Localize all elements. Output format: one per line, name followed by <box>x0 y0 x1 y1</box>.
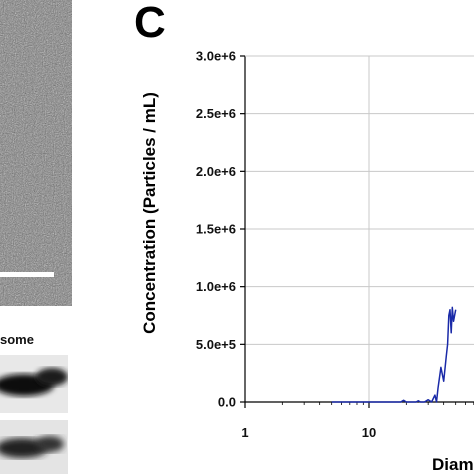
western-blot-band-2 <box>0 420 68 474</box>
axes <box>240 55 474 408</box>
y-tick-label: 5.0e+5 <box>196 337 236 352</box>
y-tick-label: 2.0e+6 <box>196 164 236 179</box>
grid <box>245 55 474 403</box>
blot-label: some <box>0 332 34 347</box>
concentration-series-line <box>331 306 457 403</box>
western-blot-band-1 <box>0 355 68 413</box>
y-tick-label: 3.0e+6 <box>196 49 236 64</box>
x-axis-label: Diam <box>432 455 474 474</box>
micrograph-image <box>0 0 72 306</box>
scale-bar <box>0 272 54 277</box>
y-tick-labels: 0.0 5.0e+5 1.0e+6 1.5e+6 2.0e+6 2.5e+6 3.0e+6 <box>196 49 236 410</box>
panel-label: C <box>134 0 166 47</box>
x-tick-label: 10 <box>362 425 376 440</box>
x-tick-labels: 1 10 <box>241 425 376 440</box>
x-tick-label: 1 <box>241 425 248 440</box>
y-axis-label: Concentration (Particles / mL) <box>140 92 159 334</box>
y-tick-label: 1.0e+6 <box>196 279 236 294</box>
y-tick-label: 0.0 <box>218 395 236 410</box>
y-tick-label: 2.5e+6 <box>196 106 236 121</box>
y-tick-label: 1.5e+6 <box>196 222 236 237</box>
